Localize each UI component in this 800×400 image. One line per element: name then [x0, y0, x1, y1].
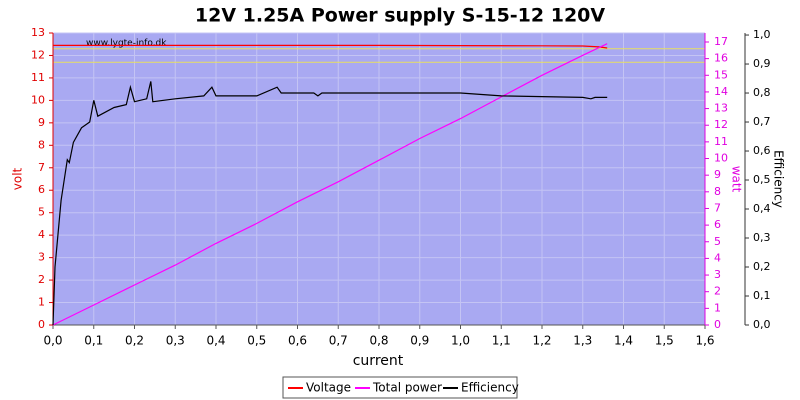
y-tick-label: 13 — [31, 26, 45, 39]
y-tick-label: 1 — [38, 296, 45, 309]
y2-tick-label: 6 — [714, 218, 721, 231]
x-tick-label: 0,2 — [125, 334, 144, 348]
y3-tick-label: 0,4 — [753, 202, 771, 215]
legend-label: Efficiency — [461, 381, 519, 395]
y2-tick-label: 11 — [714, 135, 728, 148]
y3-tick-label: 0,9 — [753, 57, 771, 70]
x-tick-label: 1,0 — [451, 334, 470, 348]
series-line — [53, 44, 608, 49]
x-tick-label: 0,1 — [84, 334, 103, 348]
y2-tick-label: 13 — [714, 102, 728, 115]
y2-tick-label: 16 — [714, 52, 728, 65]
x-tick-label: 0,5 — [247, 334, 266, 348]
watermark: www.lygte-info.dk — [86, 39, 167, 49]
y-tick-label: 11 — [31, 71, 45, 84]
y2-tick-label: 9 — [714, 168, 721, 181]
legend-box — [282, 376, 518, 399]
y-tick-label: 7 — [38, 161, 45, 174]
y-axis-title: volt — [11, 167, 25, 190]
y-tick-label: 6 — [38, 183, 45, 196]
legend-label: Voltage — [306, 381, 351, 395]
y2-tick-label: 10 — [714, 152, 728, 165]
y2-tick-label: 17 — [714, 35, 728, 48]
y2-tick-label: 14 — [714, 85, 728, 98]
y2-tick-label: 15 — [714, 68, 728, 81]
y3-tick-label: 0,8 — [753, 86, 771, 99]
x-tick-label: 1,3 — [573, 334, 592, 348]
x-tick-label: 1,1 — [492, 334, 511, 348]
y-tick-label: 2 — [38, 273, 45, 286]
y3-tick-label: 0,7 — [753, 115, 771, 128]
y2-tick-label: 7 — [714, 201, 721, 214]
legend-label: Total power — [372, 381, 442, 395]
x-axis-title: current — [353, 353, 404, 369]
x-tick-label: 0,0 — [43, 334, 62, 348]
y2-tick-label: 1 — [714, 301, 721, 314]
y3-tick-label: 0,1 — [753, 289, 771, 302]
x-tick-label: 1,6 — [695, 334, 714, 348]
y2-tick-label: 0 — [714, 318, 721, 331]
y2-axis-title: watt — [730, 166, 744, 193]
y2-tick-label: 3 — [714, 268, 721, 281]
series-line — [52, 81, 608, 326]
y2-tick-label: 12 — [714, 118, 728, 131]
y2-tick-label: 2 — [714, 285, 721, 298]
x-tick-label: 0,8 — [369, 334, 388, 348]
y2-tick-label: 5 — [714, 235, 721, 248]
y-tick-label: 4 — [38, 228, 45, 241]
y3-tick-label: 0,2 — [753, 260, 771, 273]
x-tick-label: 0,9 — [410, 334, 429, 348]
y2-tick-label: 8 — [714, 185, 721, 198]
x-tick-label: 1,2 — [532, 334, 551, 348]
x-tick-label: 1,5 — [655, 334, 674, 348]
y3-tick-label: 0,0 — [753, 318, 771, 331]
series-line — [52, 43, 608, 326]
y-tick-label: 12 — [31, 48, 45, 61]
y-tick-label: 8 — [38, 138, 45, 151]
x-tick-label: 1,4 — [614, 334, 633, 348]
y2-tick-label: 4 — [714, 251, 721, 264]
y-tick-label: 5 — [38, 206, 45, 219]
y3-axis-title: Efficiency — [772, 150, 786, 208]
x-tick-label: 0,4 — [206, 334, 225, 348]
x-tick-label: 0,7 — [329, 334, 348, 348]
chart-title: 12V 1.25A Power supply S-15-12 120V — [195, 5, 606, 27]
y-tick-label: 3 — [38, 251, 45, 264]
y3-tick-label: 0,5 — [753, 173, 771, 186]
y-tick-label: 10 — [31, 93, 45, 106]
y-tick-label: 9 — [38, 116, 45, 129]
y3-tick-label: 0,3 — [753, 231, 771, 244]
x-tick-label: 0,6 — [288, 334, 307, 348]
y3-tick-label: 0,6 — [753, 144, 771, 157]
x-tick-label: 0,3 — [166, 334, 185, 348]
y3-tick-label: 1,0 — [753, 28, 771, 41]
y-tick-label: 0 — [38, 318, 45, 331]
